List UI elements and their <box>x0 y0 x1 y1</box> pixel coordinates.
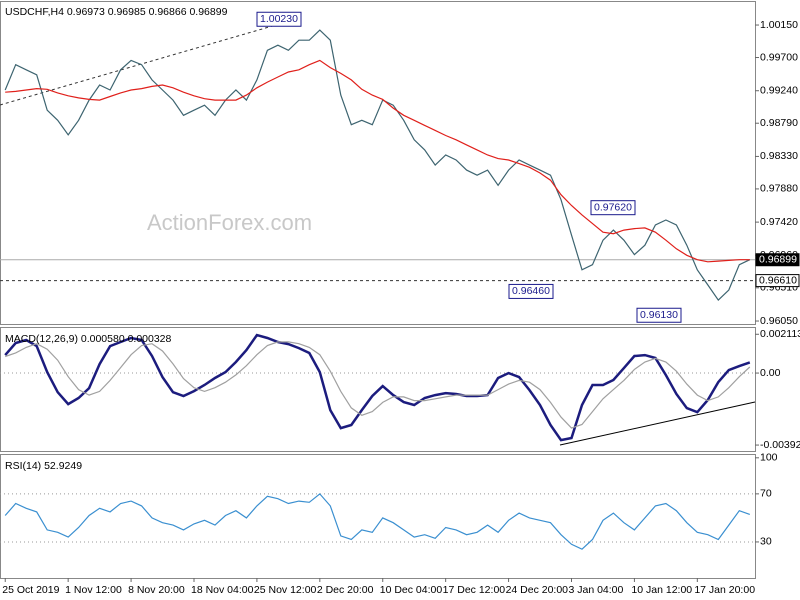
y-tick-label: 0.97880 <box>760 183 798 195</box>
price-line-label: 0.96899 <box>759 254 797 266</box>
price-line-box <box>755 253 800 267</box>
y-tick-label: -0.003922 <box>760 439 800 451</box>
series-line <box>5 341 751 429</box>
x-tick-label: 17 Jan 20:00 <box>694 584 755 596</box>
x-tick-label: 10 Dec 04:00 <box>380 584 443 596</box>
y-tick-label: 0.98790 <box>760 117 798 129</box>
x-tick-label: 3 Jan 04:00 <box>568 584 623 596</box>
series-line <box>5 59 750 263</box>
macd-panel <box>0 327 756 452</box>
trend-line <box>559 401 756 446</box>
y-tick-label: 0.002113 <box>760 328 800 340</box>
series-line <box>4 29 751 302</box>
series-line <box>4 333 751 442</box>
price-line-label: 0.96610 <box>759 274 797 286</box>
annotation-box <box>508 283 554 299</box>
panel-title: RSI(14) 52.9249 <box>5 460 82 472</box>
price-line-box <box>755 274 800 288</box>
annotation-label: 0.97620 <box>594 201 632 213</box>
panel-title: MACD(12,26,9) 0.000580 0.000328 <box>5 333 172 345</box>
annotation-box <box>636 307 682 323</box>
y-tick-label: 0.97420 <box>760 216 798 228</box>
y-tick-label: 0.98330 <box>760 150 798 162</box>
annotation-label: 0.96460 <box>512 285 550 297</box>
x-tick-label: 24 Dec 20:00 <box>506 584 569 596</box>
watermark: ActionForex.com <box>147 210 312 235</box>
series-line <box>4 493 750 550</box>
x-tick-label: 25 Oct 2019 <box>2 584 59 596</box>
annotation-box <box>256 11 302 27</box>
y-tick-label: 0.99240 <box>760 85 798 97</box>
price-panel <box>0 1 756 325</box>
annotation-box <box>590 200 636 216</box>
x-tick-label: 25 Nov 12:00 <box>254 584 317 596</box>
x-tick-label: 1 Nov 12:00 <box>65 584 122 596</box>
y-tick-label: 0.00 <box>760 367 781 379</box>
x-tick-label: 2 Dec 20:00 <box>317 584 374 596</box>
x-tick-label: 10 Jan 12:00 <box>631 584 692 596</box>
trend-line <box>0 17 301 106</box>
y-tick-label: 0.96050 <box>760 315 798 327</box>
annotation-label: 1.00230 <box>260 13 298 25</box>
x-tick-label: 17 Dec 12:00 <box>443 584 506 596</box>
x-tick-label: 8 Nov 20:00 <box>128 584 185 596</box>
panel-title: USDCHF,H4 0.96973 0.96985 0.96866 0.9689… <box>5 6 228 18</box>
x-tick-label: 18 Nov 04:00 <box>191 584 254 596</box>
y-tick-label: 30 <box>760 536 772 548</box>
annotation-label: 0.96130 <box>640 309 678 321</box>
y-tick-label: 0.99700 <box>760 51 798 63</box>
y-tick-label: 70 <box>760 488 772 500</box>
y-tick-label: 1.00150 <box>760 19 798 31</box>
rsi-panel <box>0 454 756 579</box>
y-tick-label: 100 <box>760 452 778 464</box>
